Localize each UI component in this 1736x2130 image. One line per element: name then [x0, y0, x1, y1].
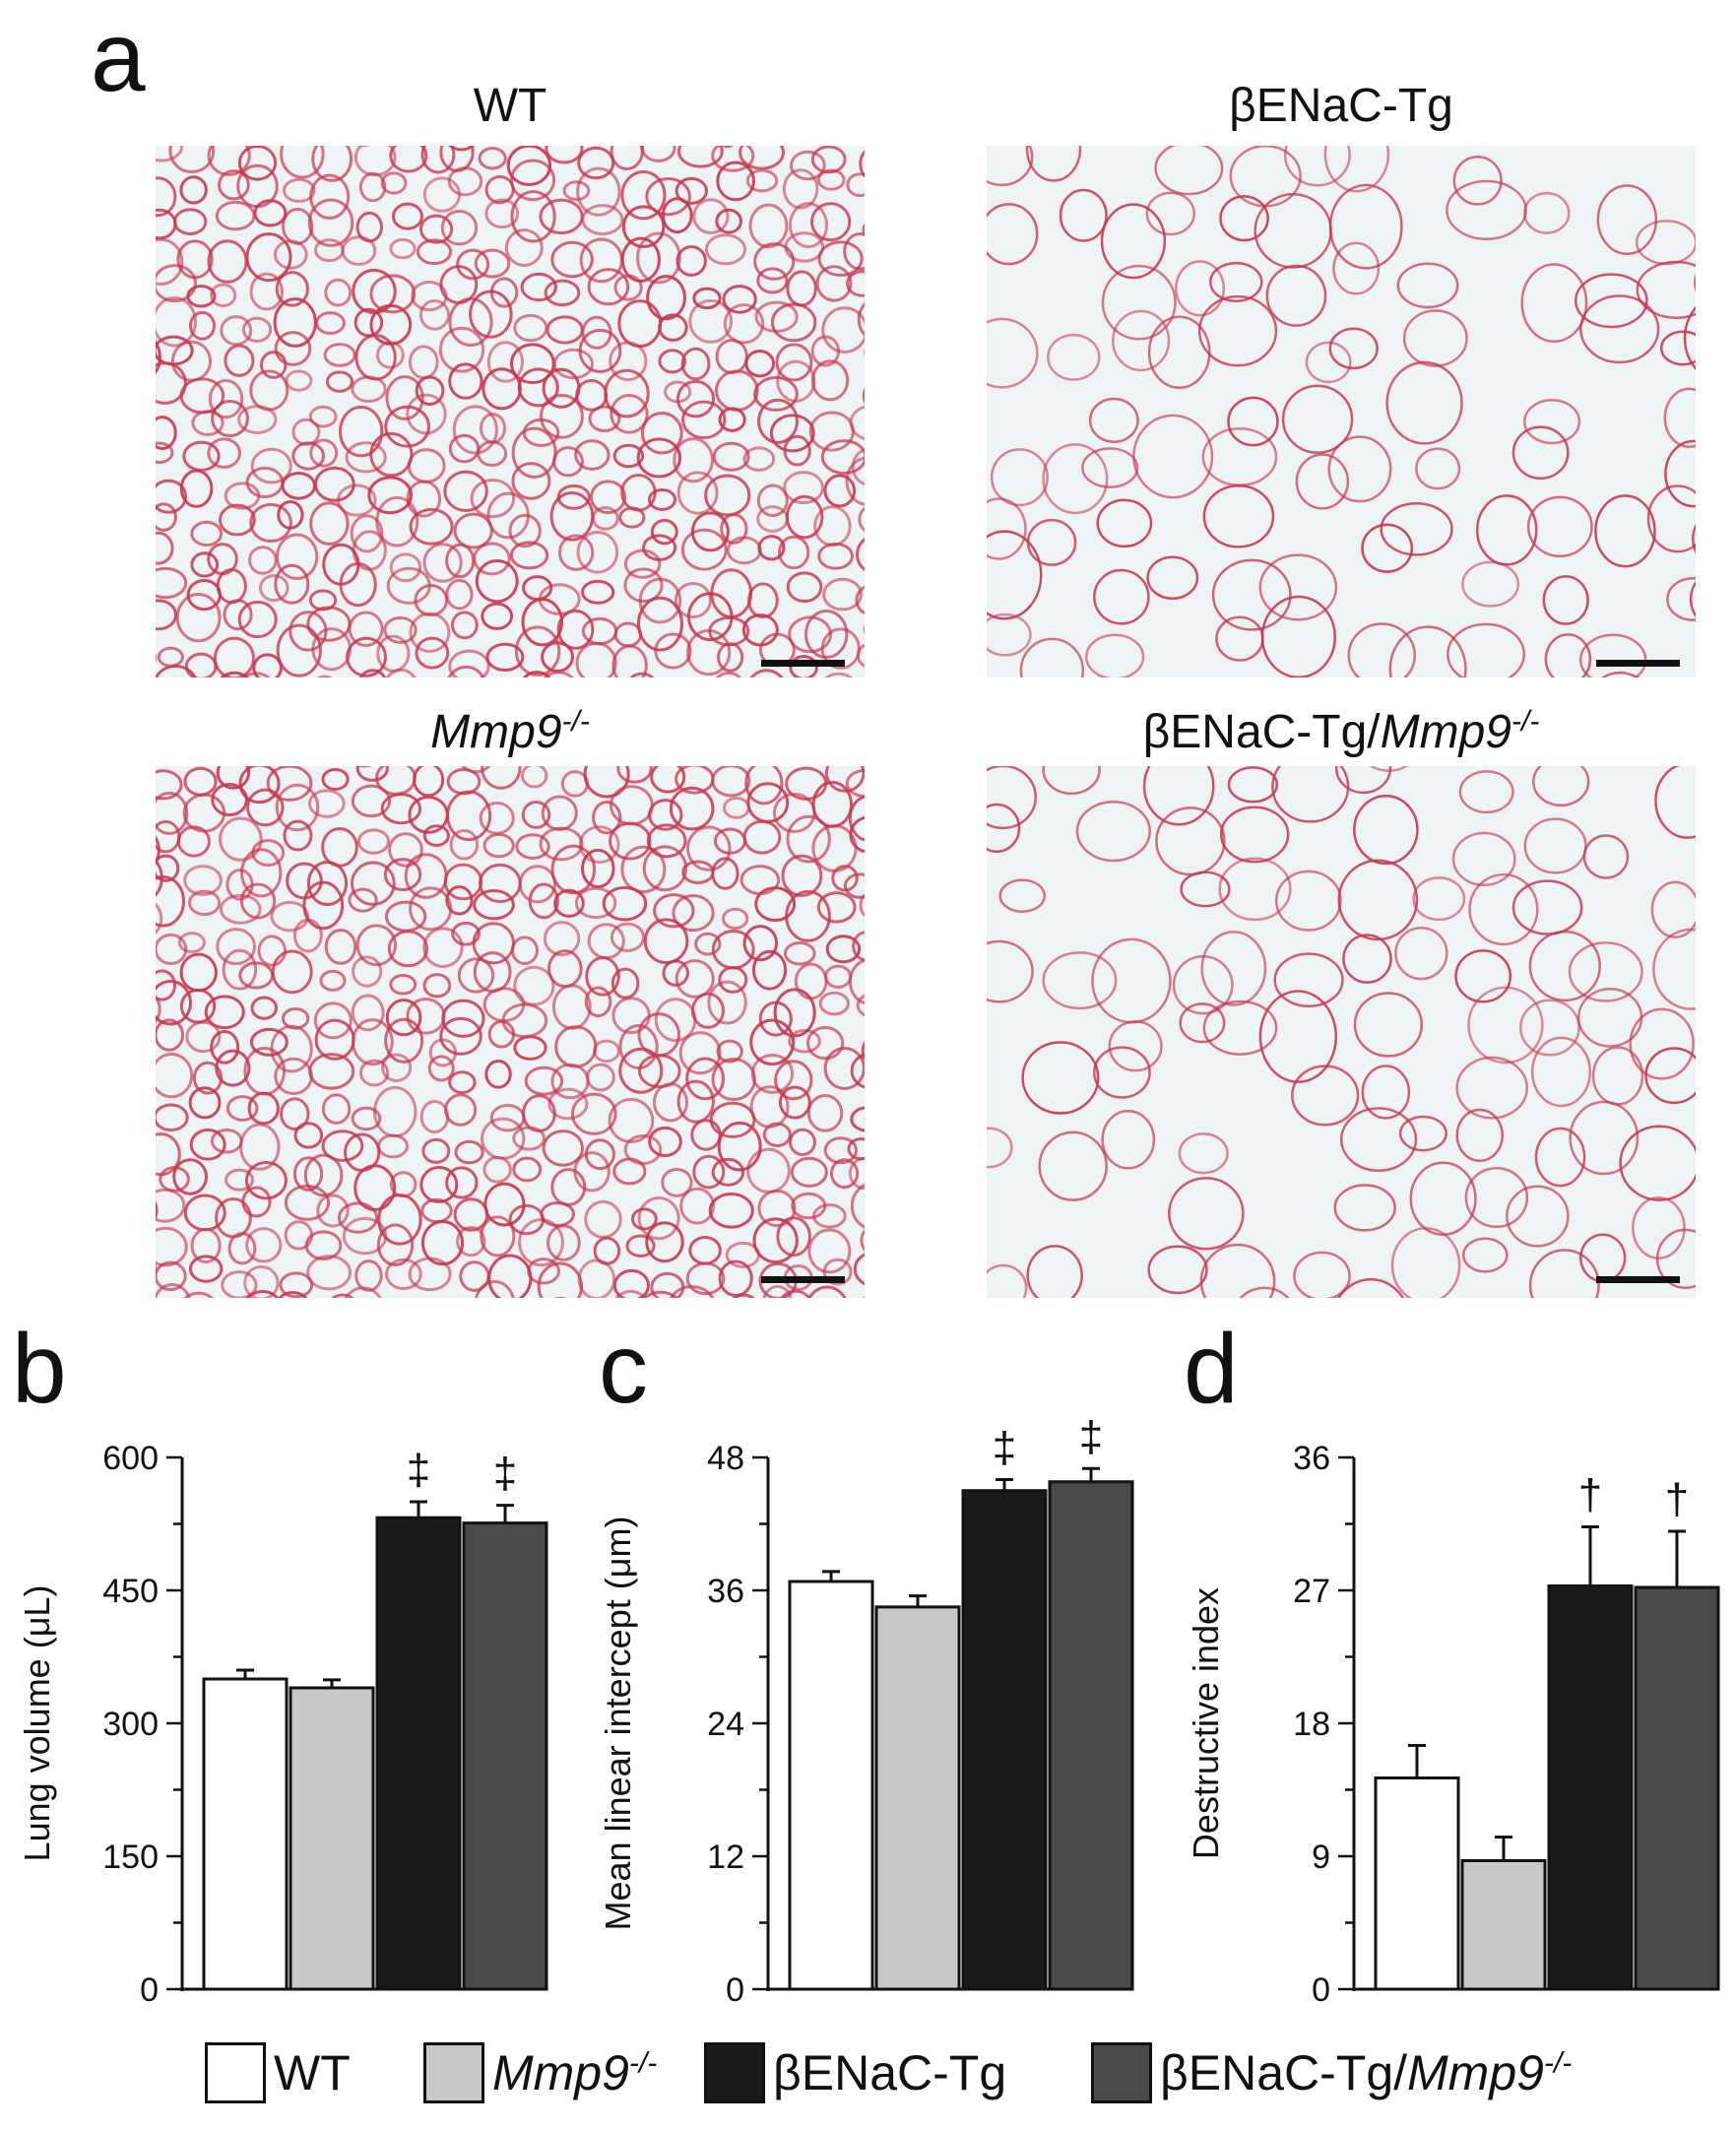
bar — [788, 1580, 874, 1991]
bar — [462, 1521, 548, 1991]
bar — [202, 1677, 289, 1991]
y-tick-label: 36 — [1293, 1440, 1330, 1477]
legend-swatch — [704, 2042, 765, 2103]
bar — [1460, 1859, 1547, 1991]
micrograph-wt — [156, 146, 865, 678]
significance-mark: ‡ — [1079, 1418, 1103, 1460]
bar — [1547, 1584, 1634, 1991]
panel-letter-c: c — [599, 1314, 648, 1424]
scale-bar — [761, 1276, 845, 1283]
significance-mark: † — [1665, 1475, 1689, 1523]
legend-label: βENaC-Tg — [773, 2045, 1007, 2100]
image-title-text: WT — [473, 80, 547, 132]
y-tick-label: 0 — [140, 1971, 159, 2009]
panel-letter-a: a — [91, 2, 146, 112]
bar — [874, 1605, 961, 1991]
legend-item-enac: βENaC-Tg — [704, 2038, 1006, 2107]
image-title-italic: Mmp9 — [430, 706, 562, 758]
bar — [1048, 1480, 1134, 1991]
y-tick-label: 18 — [1293, 1706, 1330, 1743]
y-tick-label: 600 — [102, 1440, 159, 1477]
scale-bar — [1596, 660, 1680, 667]
y-tick-label: 27 — [1293, 1573, 1330, 1610]
micrograph-mmp9 — [156, 766, 865, 1298]
y-axis-label: Destructive index — [1186, 1587, 1226, 1859]
bar — [1634, 1585, 1720, 1991]
micrograph-texture — [156, 766, 865, 1298]
legend-item-mmp9: Mmp9-/- — [423, 2038, 657, 2107]
y-tick-label: 300 — [102, 1706, 159, 1743]
micrograph-texture — [156, 146, 865, 678]
legend-label: βENaC-Tg/Mmp9-/- — [1160, 2045, 1573, 2100]
image-title-text: βENaC-Tg/ — [1142, 706, 1381, 758]
y-tick-label: 450 — [102, 1573, 159, 1610]
micrograph-texture — [987, 146, 1696, 678]
significance-mark: ‡ — [407, 1446, 430, 1494]
scale-bar — [761, 660, 845, 667]
bar — [961, 1489, 1048, 1991]
image-title-mmp9: Mmp9-/- — [156, 707, 865, 756]
image-title-italic: Mmp9 — [1380, 706, 1511, 758]
legend-item-wt: WT — [205, 2038, 351, 2107]
legend-swatch — [205, 2042, 266, 2103]
y-tick-label: 24 — [707, 1706, 744, 1743]
image-title-sup: -/- — [561, 705, 590, 738]
panel-letter-d: d — [1184, 1314, 1239, 1424]
significance-mark: ‡ — [493, 1450, 517, 1498]
legend-swatch — [423, 2042, 484, 2103]
image-title-text: βENaC-Tg — [1229, 80, 1453, 132]
panel-letter-b: b — [12, 1314, 67, 1424]
legend-swatch — [1091, 2042, 1152, 2103]
y-tick-label: 0 — [1312, 1971, 1330, 2009]
y-tick-label: 48 — [707, 1440, 744, 1477]
significance-mark: ‡ — [993, 1424, 1016, 1472]
y-tick-label: 150 — [102, 1839, 159, 1876]
bar — [1374, 1776, 1460, 1991]
bar-charts: 0 150 300 450 600 Lung volume (μL) ‡ ‡ 0 12 24 36 48… — [17, 1418, 1720, 2009]
micrograph-texture — [987, 766, 1696, 1298]
micrograph-enac — [987, 146, 1696, 678]
image-title-enac-mmp9: βENaC-Tg/Mmp9-/- — [987, 707, 1696, 756]
image-title-enac: βENaC-Tg — [987, 83, 1696, 130]
y-tick-label: 9 — [1312, 1839, 1330, 1876]
legend-label: Mmp9-/- — [492, 2045, 658, 2100]
y-axis-label: Lung volume (μL) — [17, 1585, 57, 1862]
y-axis-label: Mean linear intercept (μm) — [598, 1517, 638, 1931]
legend: WT Mmp9-/- βENaC-Tg βENaC-Tg/Mmp9-/- — [0, 2038, 1736, 2117]
legend-label: WT — [274, 2045, 351, 2100]
image-title-wt: WT — [156, 83, 865, 130]
legend-item-enac-mmp9: βENaC-Tg/Mmp9-/- — [1091, 2038, 1572, 2107]
bar — [375, 1516, 462, 1991]
y-tick-label: 0 — [726, 1971, 744, 2009]
image-title-sup: -/- — [1511, 705, 1540, 738]
micrograph-enac-mmp9 — [987, 766, 1696, 1298]
bar — [289, 1686, 375, 1991]
scale-bar — [1596, 1276, 1680, 1283]
y-tick-label: 36 — [707, 1573, 744, 1610]
y-tick-label: 12 — [707, 1839, 744, 1876]
significance-mark: † — [1578, 1471, 1602, 1519]
